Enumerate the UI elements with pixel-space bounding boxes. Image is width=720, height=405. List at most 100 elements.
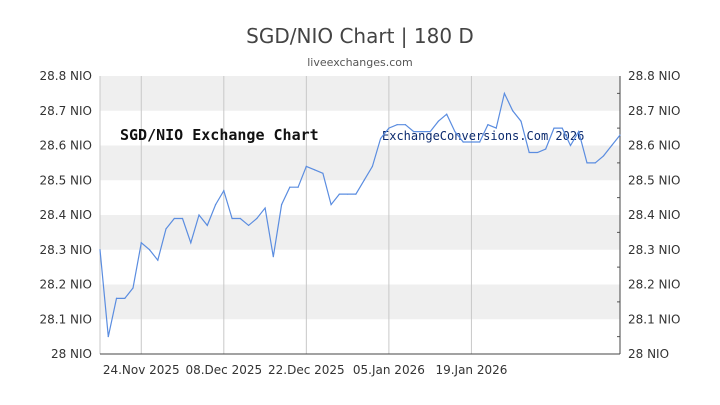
y-tick-label-right: 28.7 NIO xyxy=(628,104,681,118)
data-point xyxy=(107,336,109,338)
data-point xyxy=(157,259,159,261)
y-tick-label-right: 28.3 NIO xyxy=(628,243,681,257)
y-tick-label: 28.8 NIO xyxy=(40,69,93,83)
data-point xyxy=(338,193,340,195)
data-point xyxy=(503,92,506,94)
x-tick-label: 08.Dec 2025 xyxy=(185,363,262,377)
vertical-gridlines xyxy=(140,76,472,354)
x-tick-label: 19.Jan 2026 xyxy=(435,363,507,377)
data-point xyxy=(206,224,208,227)
data-point xyxy=(173,217,175,220)
data-point xyxy=(371,165,373,167)
data-point xyxy=(148,249,151,251)
data-point xyxy=(256,217,258,220)
data-point xyxy=(223,190,225,192)
data-point xyxy=(181,217,184,220)
data-point xyxy=(611,144,613,147)
data-point xyxy=(429,131,431,133)
data-point xyxy=(272,256,274,258)
data-point xyxy=(231,217,233,220)
data-point xyxy=(330,203,332,206)
y-tick-label-right: 28.8 NIO xyxy=(628,69,681,83)
data-point xyxy=(99,249,101,251)
grid-band xyxy=(100,319,620,354)
y-tick-label: 28.2 NIO xyxy=(40,278,93,292)
data-point xyxy=(619,134,621,136)
y-tick-label-right: 28.1 NIO xyxy=(628,312,681,326)
y-tick-label: 28.4 NIO xyxy=(40,208,93,222)
data-point xyxy=(280,203,283,206)
y-tick-label: 28.1 NIO xyxy=(40,312,93,326)
data-point xyxy=(446,113,448,115)
data-point xyxy=(404,124,406,126)
data-point xyxy=(198,214,200,216)
data-point xyxy=(388,127,390,129)
data-point xyxy=(380,137,382,140)
axes xyxy=(99,76,621,355)
background-bands xyxy=(100,76,620,354)
data-point xyxy=(289,186,291,188)
data-point xyxy=(314,169,316,171)
grid-band xyxy=(100,110,620,146)
data-point xyxy=(569,144,572,147)
chart-title: SGD/NIO Chart | 180 D xyxy=(246,24,474,48)
y-tick-label-right: 28.5 NIO xyxy=(628,173,681,187)
watermark-left: SGD/NIO Exchange Chart xyxy=(120,126,319,144)
y-tick-label-right: 28.4 NIO xyxy=(628,208,681,222)
data-point xyxy=(132,287,134,289)
data-point xyxy=(487,124,489,126)
data-point xyxy=(264,207,266,209)
grid-band xyxy=(100,284,620,320)
grid-band xyxy=(100,76,620,111)
data-point xyxy=(520,120,522,122)
data-point xyxy=(602,155,605,157)
y-tick-label-right: 28.2 NIO xyxy=(628,278,681,292)
data-point xyxy=(512,110,514,112)
data-point xyxy=(586,162,588,164)
data-point xyxy=(561,127,563,129)
data-point xyxy=(528,151,530,154)
data-point xyxy=(347,193,349,195)
data-point xyxy=(297,186,299,188)
data-point xyxy=(545,148,547,150)
y-tick-label: 28.7 NIO xyxy=(40,104,93,118)
series-path xyxy=(99,91,621,337)
y-tick-label: 28.3 NIO xyxy=(40,243,93,257)
data-point xyxy=(413,131,415,133)
x-tick-label: 05.Jan 2026 xyxy=(353,363,425,377)
data-point xyxy=(165,228,167,230)
data-point xyxy=(479,141,481,143)
y-tick-label-right: 28 NIO xyxy=(628,347,669,361)
data-point xyxy=(190,242,192,244)
data-point xyxy=(396,124,398,126)
data-point xyxy=(115,297,118,299)
x-tick-label: 22.Dec 2025 xyxy=(268,363,345,377)
data-point xyxy=(470,141,473,143)
y-tick-labels-left: 28 NIO 28.1 NIO 28.2 NIO 28.3 NIO 28.4 NIO 28… xyxy=(40,69,93,361)
grid-band xyxy=(100,180,620,215)
y-tick-label: 28 NIO xyxy=(51,347,92,361)
data-point xyxy=(594,162,596,164)
chart-subtitle: liveexchanges.com xyxy=(307,56,413,69)
data-point xyxy=(124,297,126,299)
x-tick-label: 24.Nov 2025 xyxy=(103,363,180,377)
data-point xyxy=(140,242,142,244)
grid-band xyxy=(100,145,620,181)
data-point xyxy=(421,131,423,133)
data-point xyxy=(495,127,497,129)
data-point xyxy=(462,141,464,143)
y-tick-label-right: 28.6 NIO xyxy=(628,139,681,153)
y-tick-label: 28.6 NIO xyxy=(40,139,93,153)
series-line xyxy=(99,91,621,338)
data-point xyxy=(363,179,365,181)
y-tick-label: 28.5 NIO xyxy=(40,173,93,187)
y-tick-labels-right: 28 NIO 28.1 NIO 28.2 NIO 28.3 NIO 28.4 NIO 28… xyxy=(628,69,681,361)
data-point xyxy=(536,151,539,154)
data-point xyxy=(454,131,456,133)
data-point xyxy=(214,203,217,206)
data-point xyxy=(578,131,580,133)
grid-band xyxy=(100,215,620,250)
grid-band xyxy=(100,249,620,285)
x-tick-labels: 24.Nov 2025 08.Dec 2025 22.Dec 2025 05.Jan … xyxy=(103,363,508,377)
